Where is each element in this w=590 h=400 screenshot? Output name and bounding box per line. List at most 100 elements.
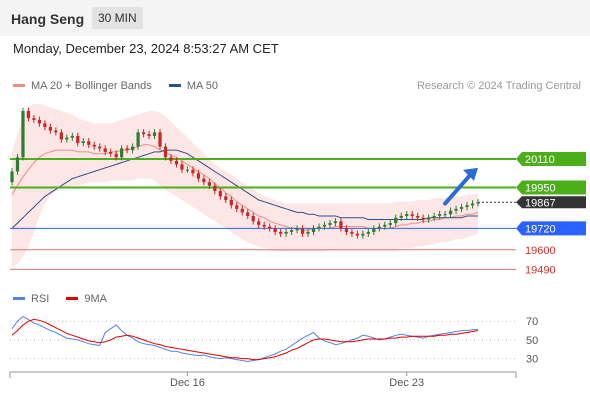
legend-label-9ma: 9MA: [84, 293, 108, 305]
candle-body: [103, 148, 107, 152]
candle-body: [87, 141, 91, 145]
rsi-tick-label: 50: [526, 335, 538, 347]
candle-body: [26, 111, 31, 119]
current-price-tag: [516, 196, 586, 209]
legend-swatch-ma20: [13, 83, 25, 87]
candle-body: [279, 231, 283, 234]
candle-body: [377, 226, 381, 229]
candle-body: [92, 144, 96, 147]
x-tick-label: Dec 16: [170, 377, 205, 389]
rsi-ma-line: [11, 318, 479, 361]
candle-body: [224, 196, 228, 200]
candle-body: [180, 164, 184, 170]
candle-body: [32, 118, 36, 120]
candle-body: [443, 214, 447, 216]
candle-body: [213, 185, 217, 192]
candle-body: [37, 119, 42, 124]
timestamp: Monday, December 23, 2024 8:53:27 AM CET: [13, 41, 279, 56]
candle-body: [459, 207, 464, 209]
candle-body: [322, 224, 327, 227]
instrument-title: Hang Seng: [11, 11, 85, 27]
candle-body: [361, 233, 365, 236]
candle-body: [59, 132, 63, 140]
candle-body: [163, 146, 168, 158]
legend-item-rsi: RSI: [13, 293, 49, 305]
candle-body: [284, 231, 288, 234]
candle-body: [454, 208, 458, 211]
candle-body: [120, 148, 124, 158]
candle-body: [432, 215, 436, 218]
bollinger-band: [12, 103, 478, 268]
candle-body: [196, 173, 201, 179]
candle-body: [169, 157, 173, 161]
candle-body: [421, 217, 425, 220]
candle-body: [65, 137, 69, 140]
candle-body: [191, 169, 195, 174]
level-label: 19720: [525, 223, 556, 235]
candle-body: [410, 214, 414, 216]
candle-body: [273, 228, 277, 232]
legend-item-ma50: MA 50: [168, 80, 218, 92]
legend-swatch-ma50: [168, 83, 181, 87]
price-legend: MA 20 + Bollinger Bands MA 50: [13, 80, 232, 92]
candle-body: [158, 132, 162, 147]
candle-body: [130, 146, 135, 151]
candle-body: [300, 228, 305, 234]
candle-body: [262, 224, 266, 227]
legend-label-ma20: MA 20 + Bollinger Bands: [31, 80, 152, 92]
candle-body: [235, 205, 239, 209]
candle-body: [388, 223, 392, 225]
candle-body: [141, 132, 146, 135]
candle-body: [21, 111, 25, 158]
candle-body: [306, 231, 310, 234]
copyright-notice: Research © 2024 Trading Central: [416, 80, 581, 92]
candle-body: [317, 226, 321, 229]
ma20-line: [11, 144, 479, 231]
candle-body: [416, 215, 420, 218]
level-tag: [516, 221, 586, 236]
ma50-line: [11, 149, 478, 229]
candle-body: [207, 182, 211, 186]
candle-body: [366, 231, 370, 234]
legend-swatch-9ma: [66, 296, 79, 300]
candle-body: [202, 178, 206, 183]
candle-body: [240, 208, 244, 213]
candle-body: [251, 215, 255, 222]
level-label: 19600: [525, 245, 556, 257]
candle-body: [257, 221, 261, 225]
candle-body: [136, 132, 140, 147]
candle-body: [399, 215, 403, 218]
candle-body: [405, 214, 409, 216]
timeframe-badge[interactable]: 30 MIN: [92, 7, 143, 29]
chart-header: Hang Seng 30 MIN: [0, 0, 590, 36]
candle-body: [147, 134, 151, 136]
candle-body: [43, 123, 47, 128]
legend-label-rsi: RSI: [31, 293, 50, 305]
candle-body: [48, 127, 53, 131]
trend-arrow-head: [463, 167, 478, 181]
rsi-panel: [10, 305, 516, 371]
candle-body: [289, 230, 294, 232]
candle-body: [268, 226, 272, 229]
candle-body: [10, 171, 14, 183]
legend-item-9ma: 9MA: [66, 293, 107, 305]
candle-body: [333, 221, 338, 224]
rsi-tick-label: 70: [526, 316, 538, 328]
candle-body: [470, 203, 475, 206]
candle-body: [81, 141, 85, 144]
candle-body: [339, 221, 343, 229]
candle-body: [114, 153, 118, 158]
candle-body: [152, 132, 157, 136]
candle-body: [476, 202, 480, 204]
candle-body: [311, 228, 316, 232]
candle-body: [383, 224, 387, 227]
rsi-legend: RSI 9MA: [13, 293, 121, 305]
candle-body: [246, 212, 250, 216]
legend-item-ma20: MA 20 + Bollinger Bands: [13, 80, 152, 92]
candle-body: [448, 210, 453, 215]
level-label: 19950: [525, 183, 556, 195]
candle-body: [344, 228, 349, 232]
candle-body: [350, 231, 354, 234]
candle-body: [372, 228, 376, 232]
